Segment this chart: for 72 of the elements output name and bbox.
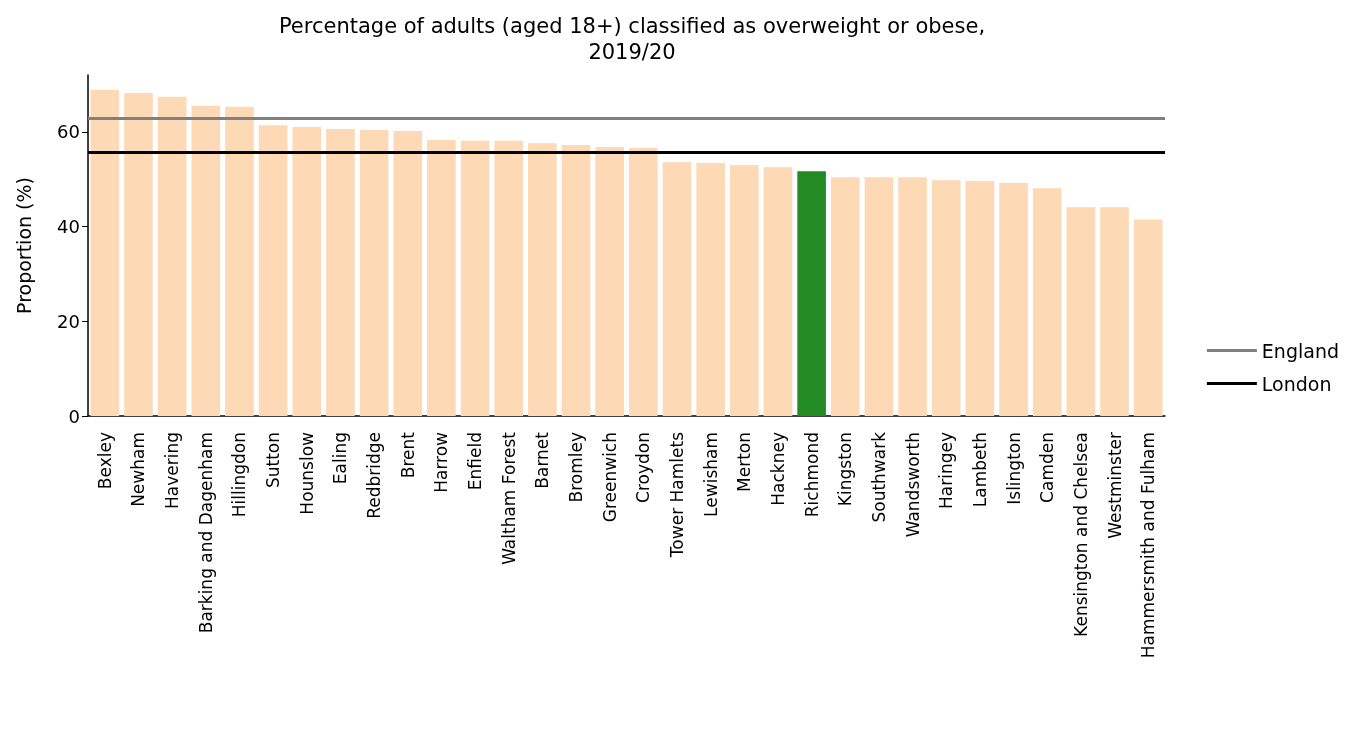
x-tick-label: Barking and Dagenham <box>195 432 216 634</box>
bar <box>629 147 658 416</box>
legend-label: England <box>1261 339 1340 362</box>
bar <box>830 177 860 416</box>
bar <box>359 129 389 416</box>
x-tick-label: Southwark <box>868 431 889 523</box>
bar <box>898 177 927 416</box>
bar <box>494 140 524 416</box>
bar <box>191 105 221 416</box>
x-tick-label: Waltham Forest <box>498 431 519 565</box>
bar <box>460 140 490 416</box>
bar <box>999 182 1028 416</box>
bar <box>864 177 894 416</box>
x-tick-label: Westminster <box>1104 431 1125 539</box>
x-tick-label: Sutton <box>263 432 284 489</box>
bar <box>965 181 995 416</box>
bar <box>797 171 826 416</box>
x-tick-label: Islington <box>1003 432 1024 505</box>
x-tick-label: Hackney <box>767 432 788 506</box>
bar <box>662 162 692 416</box>
x-tick-label: Richmond <box>801 432 822 518</box>
x-tick-label: Ealing <box>330 432 351 485</box>
bar <box>124 93 153 416</box>
x-tick-label: Enfield <box>465 432 486 491</box>
bar <box>393 130 423 416</box>
x-tick-label: Croydon <box>633 432 654 503</box>
x-tick-label: Hounslow <box>296 431 317 515</box>
bar <box>763 167 793 416</box>
x-tick-label: Lewisham <box>700 432 721 517</box>
bar <box>729 164 759 416</box>
bar <box>595 146 624 416</box>
bar <box>696 163 725 416</box>
x-tick-label: Tower Hamlets <box>666 431 687 559</box>
x-tick-label: Redbridge <box>364 432 385 519</box>
x-tick-label: Brent <box>397 431 418 479</box>
chart-title: Percentage of adults (aged 18+) classified as overweight or obese, 2019/20 <box>278 14 986 64</box>
x-tick-label: Harrow <box>431 431 452 493</box>
x-tick-label: Kensington and Chelsea <box>1070 432 1091 637</box>
bar <box>1100 207 1129 416</box>
x-tick-label: Wandsworth <box>902 432 923 538</box>
bar <box>427 139 456 416</box>
y-tick-label: 40 <box>57 216 80 238</box>
x-tick-label: Bromley <box>566 432 587 503</box>
y-tick-label: 0 <box>68 405 80 427</box>
bar <box>326 128 355 416</box>
bar <box>931 180 961 416</box>
bar <box>292 127 322 416</box>
x-tick-label: Hillingdon <box>229 432 250 518</box>
x-tick-label: Haringey <box>936 432 957 509</box>
bar <box>1032 188 1062 416</box>
y-tick-label: 60 <box>57 121 80 143</box>
y-axis-title: Proportion (%) <box>12 177 35 314</box>
bar <box>1066 207 1096 416</box>
x-tick-label: Havering <box>162 432 183 509</box>
bar <box>1133 219 1163 416</box>
bar <box>528 143 557 416</box>
x-tick-label: Camden <box>1037 432 1058 503</box>
x-tick-label: Barnet <box>532 431 553 489</box>
x-tick-label: Kingston <box>835 432 856 507</box>
x-tick-label: Greenwich <box>599 432 620 523</box>
bar <box>258 125 288 416</box>
x-tick-label: Lambeth <box>969 432 990 508</box>
bar <box>225 106 254 416</box>
bar <box>157 96 187 416</box>
bar <box>561 145 591 416</box>
x-tick-label: Merton <box>734 432 755 492</box>
legend-label: London <box>1261 372 1332 395</box>
x-tick-label: Bexley <box>94 432 115 490</box>
x-tick-label: Newham <box>128 432 149 507</box>
x-tick-label: Hammersmith and Fulham <box>1138 432 1159 659</box>
bar <box>90 89 120 416</box>
y-tick-label: 20 <box>57 310 80 332</box>
